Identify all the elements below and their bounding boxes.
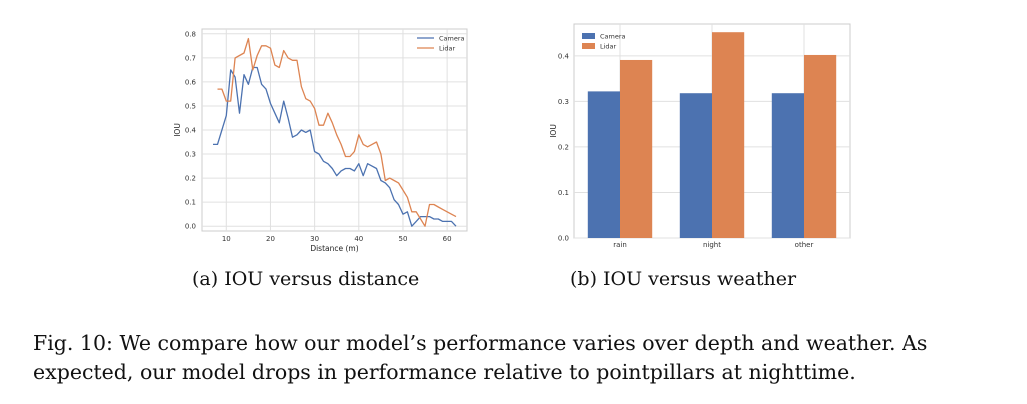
legend-label: Camera bbox=[439, 35, 465, 43]
y-tick-label: 0.2 bbox=[185, 175, 196, 183]
bar-camera-rain bbox=[587, 91, 620, 238]
x-tick-label: 30 bbox=[310, 235, 319, 243]
y-tick-label: 0.8 bbox=[185, 30, 196, 38]
y-tick-label: 0.0 bbox=[558, 235, 569, 243]
y-axis-label: IOU bbox=[173, 123, 182, 137]
y-tick-label: 0.2 bbox=[558, 143, 569, 151]
y-tick-label: 0.1 bbox=[185, 199, 196, 207]
bar-chart: 0.0 0.1 0.2 0.3 0.4 IOU rain night other Camera Li… bbox=[549, 23, 851, 249]
bar-lidar-other bbox=[804, 54, 837, 238]
bar-lidar-rain bbox=[620, 59, 653, 238]
x-tick-label: rain bbox=[613, 241, 627, 249]
y-tick-label: 0.3 bbox=[558, 98, 569, 106]
x-tick-label: 10 bbox=[222, 235, 231, 243]
x-tick-label: other bbox=[795, 241, 814, 249]
y-axis-label: IOU bbox=[549, 124, 558, 138]
chart-iou-vs-weather: 0.0 0.1 0.2 0.3 0.4 IOU rain night other Camera Li… bbox=[540, 14, 860, 254]
legend-swatch bbox=[582, 33, 595, 39]
y-tick-label: 0.1 bbox=[558, 189, 569, 197]
line-chart: 0.0 0.1 0.2 0.3 0.4 0.5 0.6 0.7 0.8 10 20 30 40 50 60 D… bbox=[173, 28, 468, 253]
x-tick-label: night bbox=[703, 241, 721, 249]
legend-label: Lidar bbox=[600, 43, 617, 51]
legend-label: Camera bbox=[600, 33, 626, 41]
figure-caption: Fig. 10: We compare how our model’s perf… bbox=[33, 331, 928, 384]
x-tick-label: 20 bbox=[266, 235, 275, 243]
series-line-lidar bbox=[217, 37, 457, 227]
y-tick-label: 0.4 bbox=[558, 52, 570, 60]
y-tick-label: 0.5 bbox=[185, 102, 196, 110]
subcaption-a: (a) IOU versus distance bbox=[192, 268, 420, 290]
y-tick-label: 0.7 bbox=[185, 54, 196, 62]
bar-camera-other bbox=[771, 93, 804, 238]
bar-camera-night bbox=[679, 93, 712, 238]
x-tick-label: 60 bbox=[443, 235, 452, 243]
x-axis-label: Distance (m) bbox=[310, 244, 358, 253]
y-tick-label: 0.4 bbox=[185, 127, 197, 135]
x-tick-label: 40 bbox=[354, 235, 363, 243]
legend-swatch bbox=[582, 43, 595, 49]
subcaption-b: (b) IOU versus weather bbox=[570, 268, 797, 290]
y-tick-label: 0.6 bbox=[185, 78, 197, 86]
chart-iou-vs-distance: 0.0 0.1 0.2 0.3 0.4 0.5 0.6 0.7 0.8 10 20 30 40 50 60 D… bbox=[172, 14, 472, 254]
y-tick-label: 0.3 bbox=[185, 151, 196, 159]
x-tick-label: 50 bbox=[398, 235, 407, 243]
legend-label: Lidar bbox=[439, 45, 456, 53]
y-tick-label: 0.0 bbox=[185, 223, 196, 231]
bar-lidar-night bbox=[712, 32, 745, 239]
